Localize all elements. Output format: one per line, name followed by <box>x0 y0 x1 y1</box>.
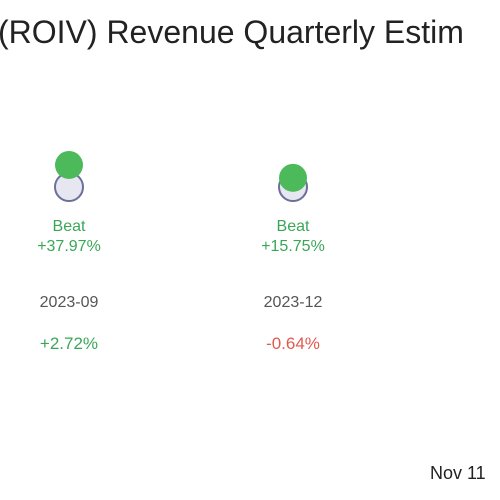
result-label: Beat <box>277 218 310 235</box>
result-label: Beat <box>53 218 86 235</box>
quarter-label: 2023-09 <box>40 294 99 311</box>
actual-marker <box>55 150 83 179</box>
chart-title: (ROIV) Revenue Quarterly Estim <box>0 14 464 50</box>
surprise-label: +15.75% <box>261 238 325 255</box>
change-label: -0.64% <box>266 334 320 353</box>
quarter-label: 2023-12 <box>264 294 323 311</box>
surprise-label: +37.97% <box>37 238 101 255</box>
actual-marker <box>279 163 307 192</box>
change-label: +2.72% <box>40 334 98 353</box>
footer-date: Nov 11 <box>430 463 486 483</box>
